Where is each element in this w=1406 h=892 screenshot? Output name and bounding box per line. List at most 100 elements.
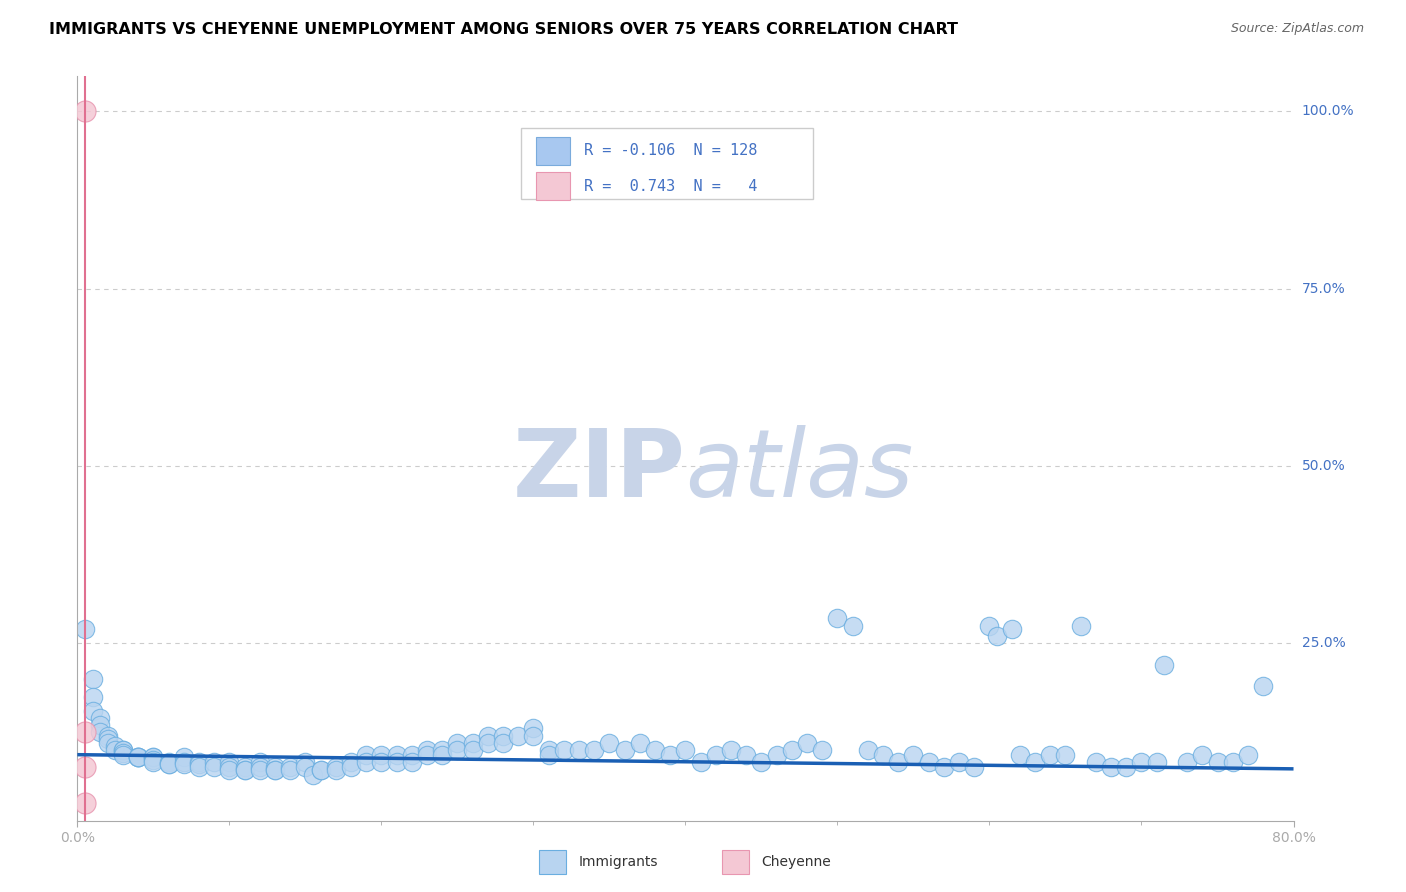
- Point: [1039, 748, 1062, 763]
- Point: [1191, 748, 1213, 763]
- Point: [1153, 657, 1175, 672]
- Point: [644, 742, 666, 756]
- Point: [537, 742, 560, 756]
- Point: [765, 748, 787, 763]
- Point: [264, 763, 287, 777]
- Point: [302, 767, 325, 781]
- Point: [416, 748, 439, 763]
- Point: [613, 742, 636, 756]
- Point: [887, 756, 910, 770]
- Point: [1237, 748, 1260, 763]
- Point: [537, 748, 560, 763]
- Point: [872, 748, 894, 763]
- Text: atlas: atlas: [686, 425, 914, 516]
- Point: [173, 749, 195, 764]
- Point: [827, 611, 849, 625]
- Point: [173, 756, 195, 770]
- Point: [598, 736, 620, 750]
- Point: [401, 756, 423, 770]
- Point: [309, 763, 332, 777]
- Point: [127, 749, 149, 764]
- Bar: [536, 136, 569, 165]
- Point: [1099, 760, 1122, 774]
- Point: [430, 742, 453, 756]
- Point: [233, 760, 256, 774]
- Point: [82, 690, 104, 704]
- Point: [659, 748, 682, 763]
- Point: [568, 742, 591, 756]
- FancyBboxPatch shape: [522, 128, 813, 199]
- Point: [385, 756, 408, 770]
- Point: [918, 756, 941, 770]
- Point: [948, 756, 970, 770]
- Point: [97, 729, 120, 743]
- Point: [202, 756, 225, 770]
- Point: [325, 760, 347, 774]
- Point: [370, 748, 392, 763]
- Point: [492, 729, 515, 743]
- Point: [354, 756, 377, 770]
- Point: [89, 711, 111, 725]
- Text: 50.0%: 50.0%: [1302, 459, 1346, 473]
- Point: [73, 760, 96, 774]
- Point: [157, 756, 180, 771]
- Point: [233, 763, 256, 777]
- Point: [1222, 756, 1244, 770]
- Point: [963, 760, 986, 774]
- Point: [492, 736, 515, 750]
- Point: [1115, 760, 1137, 774]
- Point: [461, 742, 484, 756]
- Point: [1130, 756, 1153, 770]
- Point: [264, 760, 287, 774]
- Point: [430, 748, 453, 763]
- Point: [104, 739, 127, 753]
- Bar: [536, 172, 569, 201]
- Point: [1008, 748, 1031, 763]
- Point: [508, 729, 530, 743]
- Point: [1054, 748, 1077, 763]
- Point: [97, 732, 120, 747]
- Text: Source: ZipAtlas.com: Source: ZipAtlas.com: [1230, 22, 1364, 36]
- Point: [218, 756, 240, 770]
- Bar: [540, 850, 567, 873]
- Point: [841, 618, 863, 632]
- Point: [73, 104, 96, 119]
- Point: [1146, 756, 1168, 770]
- Point: [583, 742, 606, 756]
- Point: [127, 749, 149, 764]
- Text: R = -0.106  N = 128: R = -0.106 N = 128: [585, 144, 758, 159]
- Point: [249, 763, 271, 777]
- Point: [111, 746, 134, 760]
- Point: [127, 749, 149, 764]
- Point: [796, 736, 818, 750]
- Point: [157, 756, 180, 770]
- Point: [218, 760, 240, 774]
- Point: [720, 742, 742, 756]
- Point: [446, 736, 468, 750]
- Point: [986, 629, 1008, 643]
- Point: [104, 742, 127, 756]
- Text: ZIP: ZIP: [513, 425, 686, 516]
- Point: [354, 748, 377, 763]
- Text: R =  0.743  N =   4: R = 0.743 N = 4: [585, 178, 758, 194]
- Point: [522, 722, 544, 736]
- Point: [264, 763, 287, 777]
- Point: [309, 763, 332, 777]
- Point: [628, 736, 651, 750]
- Point: [477, 736, 499, 750]
- Point: [325, 763, 347, 777]
- Point: [675, 742, 697, 756]
- Point: [73, 725, 96, 739]
- Point: [294, 760, 316, 774]
- Point: [111, 742, 134, 756]
- Point: [73, 796, 96, 810]
- Point: [294, 756, 316, 770]
- Point: [202, 760, 225, 774]
- Point: [385, 748, 408, 763]
- Point: [1084, 756, 1107, 770]
- Point: [903, 748, 925, 763]
- Point: [689, 756, 711, 770]
- Point: [446, 742, 468, 756]
- Point: [416, 742, 439, 756]
- Point: [82, 672, 104, 686]
